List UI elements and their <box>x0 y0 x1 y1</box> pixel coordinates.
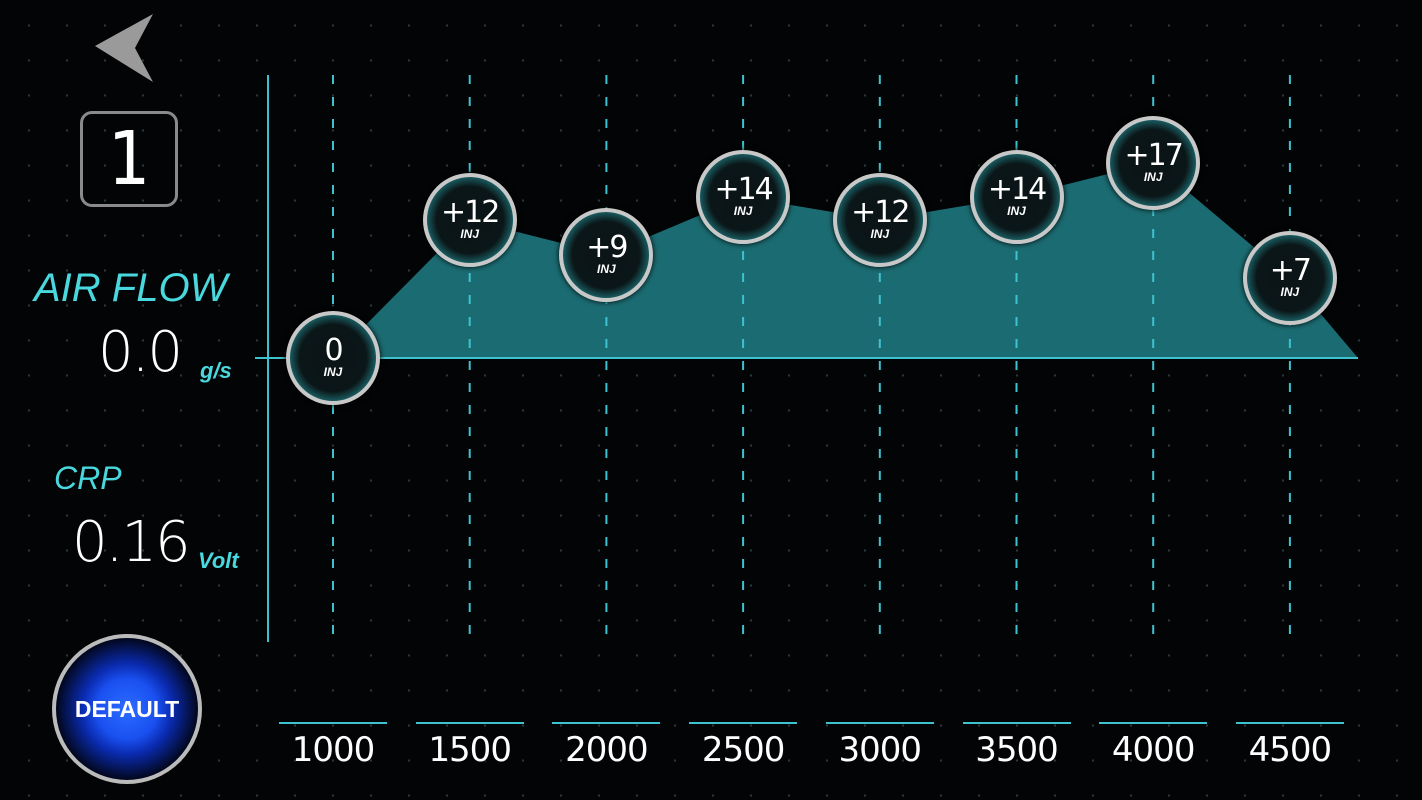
injection-knob[interactable]: +9 INJ <box>559 207 654 302</box>
x-tick-label: 3500 <box>962 722 1071 770</box>
injection-knob[interactable]: +12 INJ <box>832 173 927 267</box>
knob-value: +12 <box>851 195 910 230</box>
default-button-label: DEFAULT <box>74 695 180 722</box>
injection-knob[interactable]: +12 INJ <box>422 173 517 267</box>
knob-unit: INJ <box>1007 204 1026 218</box>
knob-unit: INJ <box>597 261 616 276</box>
knob-value: +9 <box>586 229 628 265</box>
air-flow-unit: g/s <box>200 358 232 383</box>
knob-value: +7 <box>1269 252 1312 288</box>
knob-unit: INJ <box>1280 284 1300 299</box>
x-tick-label: 1000 <box>279 722 387 770</box>
injection-knob[interactable]: +14 INJ <box>696 150 791 244</box>
injection-knob[interactable]: +7 INJ <box>1242 230 1337 325</box>
crp-label: CRP <box>54 460 122 496</box>
injection-knob[interactable]: 0 INJ <box>286 311 380 405</box>
knob-value: +14 <box>987 172 1047 207</box>
knob-value: +17 <box>1124 137 1184 173</box>
area-fill <box>333 162 1358 358</box>
knob-unit: INJ <box>870 227 890 241</box>
x-tick-label: 4000 <box>1099 722 1208 770</box>
crp-unit: Volt <box>198 548 239 573</box>
injection-knob[interactable]: +14 INJ <box>969 150 1064 244</box>
air-flow-label: AIR FLOW <box>34 266 228 310</box>
knob-unit: INJ <box>323 365 343 379</box>
x-tick-label: 1500 <box>415 722 524 770</box>
injection-knob[interactable]: +17 INJ <box>1106 115 1201 210</box>
back-arrow-icon[interactable] <box>95 14 155 84</box>
page-number: 1 <box>107 116 151 202</box>
page-number-box[interactable]: 1 <box>80 111 178 207</box>
crp-value: 0.16 <box>72 510 191 575</box>
knob-unit: INJ <box>733 204 753 218</box>
x-tick-label: 2000 <box>552 722 661 770</box>
knob-unit: INJ <box>460 227 480 241</box>
default-button[interactable]: DEFAULT <box>52 634 202 784</box>
knob-unit: INJ <box>1143 169 1163 184</box>
knob-value: +14 <box>714 172 773 207</box>
air-flow-value: 0.0 <box>98 320 183 385</box>
x-tick-label: 4500 <box>1235 722 1344 770</box>
x-tick-label: 2500 <box>689 722 798 770</box>
knob-value: 0 <box>324 333 343 368</box>
knob-value: +12 <box>441 195 500 230</box>
x-tick-label: 3000 <box>825 722 934 770</box>
